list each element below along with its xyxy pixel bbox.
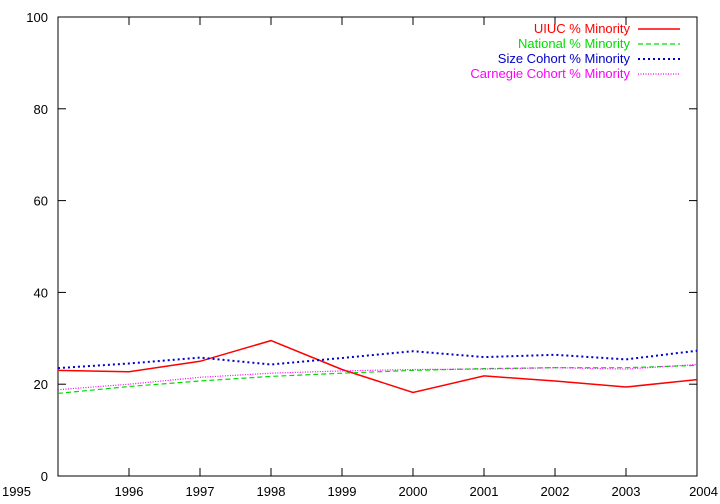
x-tick-label: 1998: [257, 484, 286, 499]
series-line-1: [57, 364, 698, 394]
y-tick-label: 80: [34, 102, 48, 117]
series-line-2: [57, 349, 698, 370]
y-tick-label: 100: [26, 10, 48, 25]
legend-label: Size Cohort % Minority: [498, 51, 631, 66]
legend-label: Carnegie Cohort % Minority: [470, 66, 630, 81]
y-tick-label: 40: [34, 285, 48, 300]
x-tick-label: 2000: [399, 484, 428, 499]
legend-label: UIUC % Minority: [534, 21, 631, 36]
y-tick-label: 60: [34, 194, 48, 209]
legend-label: National % Minority: [518, 36, 630, 51]
axis-ticks: 0 20 40 60 80 100 1995 1996 1997 1998 1999 2000 2001…: [2, 10, 718, 499]
x-tick-label: 1997: [186, 484, 215, 499]
x-tick-label: 1996: [115, 484, 144, 499]
series-line-0: [57, 339, 698, 394]
y-tick-label: 0: [41, 469, 48, 484]
y-tick-label: 20: [34, 377, 48, 392]
plot-frame: [57, 16, 698, 477]
series-line-3: [57, 363, 698, 391]
x-tick-label: 2004: [689, 484, 718, 499]
x-tick-label: 2001: [470, 484, 499, 499]
x-tick-label: 1995: [2, 484, 31, 499]
x-tick-label: 2003: [612, 484, 641, 499]
series-lines: [57, 339, 698, 394]
x-tick-label: 2002: [541, 484, 570, 499]
x-tick-label: 1999: [328, 484, 357, 499]
